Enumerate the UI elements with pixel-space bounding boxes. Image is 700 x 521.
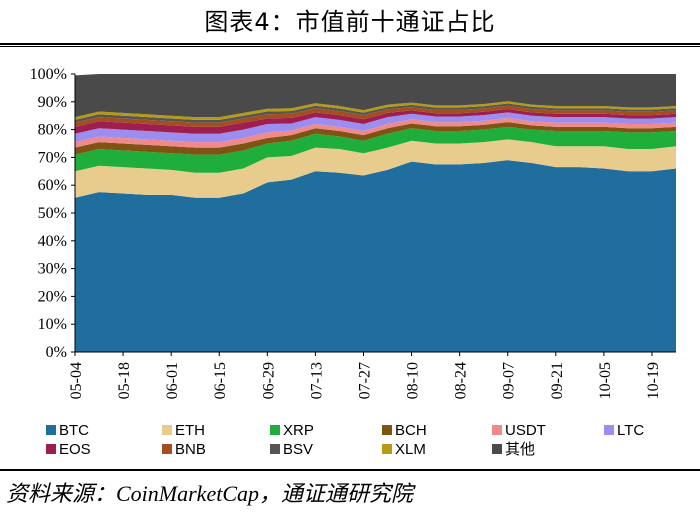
legend-swatch-BCH (382, 425, 392, 435)
title-divider (0, 43, 700, 45)
area-其他 (75, 74, 676, 118)
area-XRP (75, 126, 676, 173)
legend-label-其他: 其他 (505, 441, 535, 458)
legend-swatch-XLM (382, 444, 392, 454)
area-EOS (75, 109, 676, 134)
legend-label-BNB: BNB (175, 441, 206, 458)
x-axis: 05-04 05-18 06-01 06-15 06-29 07-13 07-27 08-10… (68, 351, 676, 399)
y-tick-label: 0% (46, 344, 67, 361)
title-divider-thin (0, 46, 700, 47)
y-tick-label: 20% (38, 288, 67, 305)
legend-label-BTC: BTC (59, 422, 89, 439)
legend-swatch-其他 (492, 444, 502, 454)
legend-label-USDT: USDT (505, 422, 546, 439)
legend-swatch-USDT (492, 425, 502, 435)
x-tick-label: 05-18 (116, 362, 133, 399)
legend: BTC ETH XRP BCH USDT LTC EOS BNB BSV XLM 其他 (46, 422, 644, 458)
x-tick-label: 10-19 (645, 362, 662, 399)
legend-swatch-ETH (162, 425, 172, 435)
legend-label-LTC: LTC (617, 422, 644, 439)
legend-label-EOS: EOS (59, 441, 91, 458)
legend-label-XLM: XLM (395, 441, 426, 458)
legend-swatch-XRP (270, 425, 280, 435)
x-tick-label: 06-15 (212, 362, 229, 399)
x-tick-label: 08-24 (453, 362, 470, 399)
legend-label-XRP: XRP (283, 422, 314, 439)
legend-swatch-EOS (46, 444, 56, 454)
y-tick-label: 70% (38, 149, 67, 166)
legend-label-BCH: BCH (395, 422, 427, 439)
legend-swatch-BTC (46, 425, 56, 435)
source-note: 资料来源：CoinMarketCap，通证通研究院 (6, 481, 413, 506)
x-tick-label: 09-07 (501, 362, 518, 399)
y-tick-label: 80% (38, 122, 67, 139)
y-tick-label: 40% (38, 233, 67, 250)
chart-title: 图表4：市值前十通证占比 (204, 8, 496, 36)
area-BNB (75, 105, 676, 127)
area-BTC (75, 160, 676, 352)
legend-swatch-BSV (270, 444, 280, 454)
y-tick-label: 30% (38, 261, 67, 278)
y-axis: 0% 10% 20% 30% 40% 50% 60% 70% 80% 90% 100% (30, 66, 76, 361)
y-tick-label: 90% (38, 94, 67, 111)
x-tick-label: 07-27 (356, 362, 373, 399)
footer-divider (0, 469, 700, 471)
y-tick-label: 100% (30, 66, 67, 83)
area-ETH (75, 139, 676, 198)
plot-area (75, 74, 676, 352)
y-tick-label: 60% (38, 177, 67, 194)
y-tick-label: 10% (38, 316, 67, 333)
x-tick-label: 09-21 (549, 362, 566, 399)
x-tick-label: 06-29 (260, 362, 277, 399)
x-tick-label: 06-01 (164, 362, 181, 399)
legend-swatch-BNB (162, 444, 172, 454)
area-XLM (75, 101, 676, 120)
legend-swatch-LTC (604, 425, 614, 435)
area-LTC (75, 112, 676, 143)
x-tick-label: 08-10 (405, 362, 422, 399)
legend-label-BSV: BSV (283, 441, 313, 458)
legend-label-ETH: ETH (175, 422, 205, 439)
y-tick-label: 50% (38, 205, 67, 222)
x-tick-label: 07-13 (308, 362, 325, 399)
stacked-area-chart: 0%10%20%30%40%50%60%70%80%90%100% 05-04 0… (30, 66, 676, 458)
x-tick-label: 05-04 (68, 362, 85, 399)
x-tick-label: 10-05 (597, 362, 614, 399)
